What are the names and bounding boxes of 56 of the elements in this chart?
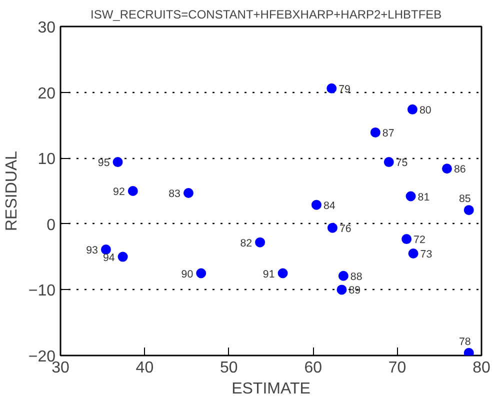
annotation: 92 xyxy=(113,186,125,198)
annotation: 90 xyxy=(181,268,194,280)
annotation: 87 xyxy=(382,127,394,140)
annotation: 94 xyxy=(102,252,115,264)
annotation: 81 xyxy=(418,191,430,204)
y-axis-title: RESIDUAL xyxy=(3,150,20,232)
point xyxy=(442,164,452,174)
point xyxy=(183,188,194,198)
x-tick-label: 60 xyxy=(304,360,322,376)
y-tick-label: 20 xyxy=(38,85,56,102)
y-tick-label: −10 xyxy=(28,282,56,300)
point xyxy=(370,127,380,138)
point xyxy=(464,205,474,216)
annotation: 76 xyxy=(339,222,352,235)
point xyxy=(278,268,288,278)
point xyxy=(407,104,418,114)
point xyxy=(311,200,322,210)
y-tick-label: 0 xyxy=(46,216,56,234)
annotation: 86 xyxy=(454,164,466,176)
point xyxy=(327,222,338,233)
annotation: 85 xyxy=(458,193,471,206)
point xyxy=(128,186,138,196)
point xyxy=(408,248,418,258)
point xyxy=(326,83,337,94)
annotation: 80 xyxy=(419,104,432,116)
annotation: 75 xyxy=(396,157,408,170)
x-tick-label: 40 xyxy=(136,360,154,376)
x-tick-label: 50 xyxy=(220,360,238,376)
y-tick-label: 30 xyxy=(38,20,56,36)
annotation: 93 xyxy=(86,244,98,257)
point xyxy=(118,252,128,262)
point xyxy=(336,284,347,295)
annotation: 73 xyxy=(420,248,432,261)
point xyxy=(402,234,412,244)
annotation: 79 xyxy=(338,83,351,96)
point xyxy=(384,157,394,168)
annotation: 89 xyxy=(348,284,361,297)
annotation: 72 xyxy=(414,234,426,246)
y-tick-label: 10 xyxy=(38,151,56,168)
chart-title: ISW_RECRUITS=CONSTANT+HFEBXHARP+HARP2+LHBTFEB xyxy=(90,8,442,22)
point xyxy=(255,237,266,248)
point xyxy=(464,348,474,356)
x-axis-title: ESTIMATE xyxy=(232,380,310,398)
annotation: 88 xyxy=(350,270,362,283)
x-tick-label: 70 xyxy=(388,360,406,376)
annotation: 78 xyxy=(458,336,471,348)
point xyxy=(338,270,348,281)
point xyxy=(196,268,206,278)
point xyxy=(406,191,416,202)
x-tick-label: 80 xyxy=(472,360,490,376)
annotation: 91 xyxy=(262,268,275,280)
annotation: 84 xyxy=(323,200,336,212)
annotation: 95 xyxy=(98,157,110,170)
point xyxy=(112,157,123,168)
annotation: 82 xyxy=(240,237,252,250)
annotation: 83 xyxy=(168,188,181,200)
